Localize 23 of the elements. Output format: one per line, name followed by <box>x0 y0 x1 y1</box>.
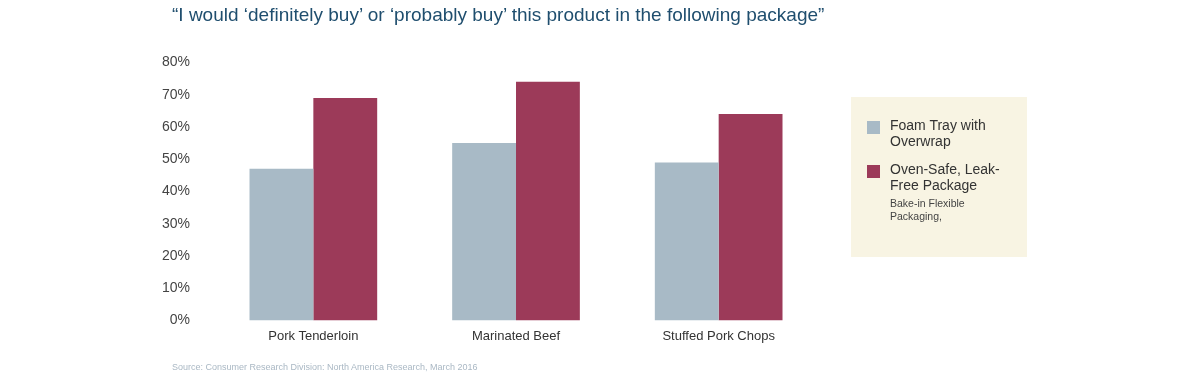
y-tick-label: 60% <box>161 117 191 134</box>
y-tick-label: 40% <box>161 182 191 199</box>
chart-title: “I would ‘definitely buy’ or ‘probably buy’ this product in the following package” <box>172 4 825 26</box>
y-tick-label: 50% <box>161 150 191 167</box>
legend-label: Foam Tray with Overwrap <box>890 117 987 149</box>
bar <box>516 81 580 321</box>
bar <box>654 162 719 321</box>
bar <box>718 114 783 321</box>
y-tick-label: 30% <box>161 214 191 231</box>
y-tick-label: 20% <box>161 246 191 263</box>
y-tick-label: 80% <box>161 53 191 70</box>
x-tick-label: Pork Tenderloin <box>268 327 359 343</box>
bar <box>452 143 517 321</box>
y-tick-label: 0% <box>169 311 191 328</box>
y-tick-label: 10% <box>161 279 191 296</box>
x-tick-label: Marinated Beef <box>471 327 561 343</box>
x-tick-label: Stuffed Pork Chops <box>662 327 776 343</box>
bar <box>313 97 378 321</box>
legend-label: Oven-Safe, Leak-Free Package <box>890 161 1000 193</box>
text: Bake-in Flexible Packaging, <box>890 197 966 223</box>
bar <box>249 168 314 321</box>
source-note: Source: Consumer Research Division: North America Research, March 2016 <box>172 362 478 372</box>
y-tick-label: 70% <box>161 85 191 102</box>
